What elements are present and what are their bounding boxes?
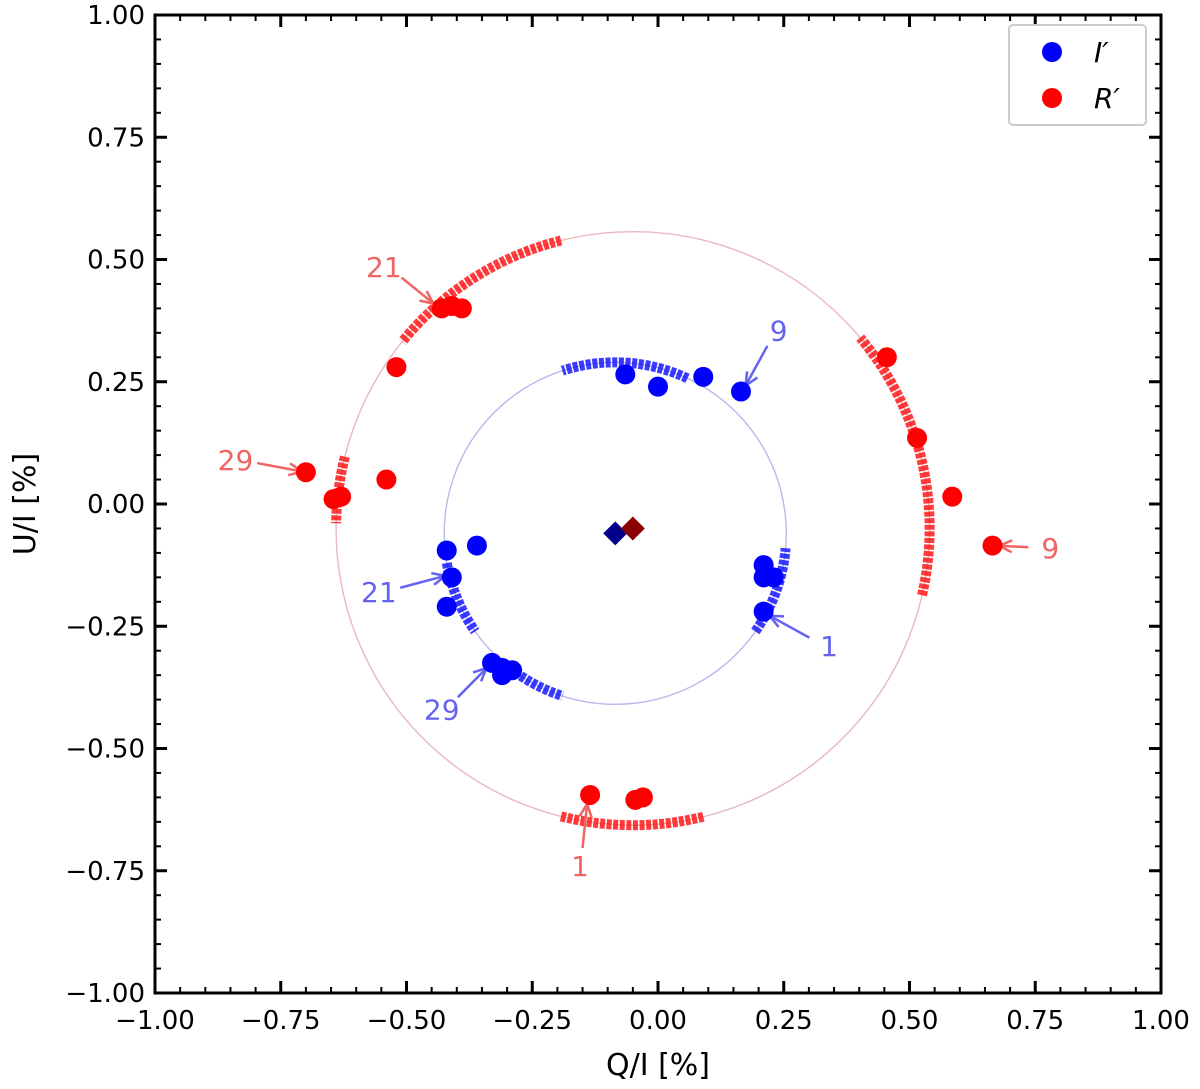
annotation-label-0: 1 (820, 630, 838, 663)
data-point-0-10 (466, 535, 487, 556)
y-tick-label: 0.00 (87, 490, 145, 520)
y-tick-label: −0.50 (65, 735, 145, 765)
y-tick-label: 0.25 (87, 368, 145, 398)
x-tick-label: 0.50 (881, 1006, 939, 1036)
legend-label-r: R′ (1094, 82, 1120, 115)
arc-segment-1-3 (559, 811, 706, 831)
annotation-label-4: 1 (571, 850, 589, 883)
arc-segment-0-1 (560, 357, 690, 383)
x-tick-label: 0.75 (1006, 1006, 1064, 1036)
data-point-0-6 (693, 366, 714, 387)
data-point-1-14 (376, 469, 397, 490)
legend-label-i: I′ (1094, 36, 1109, 69)
annotations: 1 9 21 29 1 9 21 29 (218, 251, 1060, 883)
legend: I′ R′ (1008, 24, 1147, 126)
mean-marker-1 (620, 516, 645, 541)
data-point-1-9 (451, 298, 472, 319)
x-tick-label: 0.00 (629, 1006, 687, 1036)
x-axis-label: Q/I [%] (606, 1048, 710, 1083)
x-tick-label: −0.25 (492, 1006, 572, 1036)
annotation-label-1: 9 (770, 314, 788, 347)
axes (153, 13, 1163, 995)
annotation-label-2: 21 (361, 576, 397, 609)
data-point-1-5 (942, 486, 963, 507)
data-point-0-5 (648, 376, 668, 397)
data-point-1-6 (982, 535, 1003, 556)
annotation-arrow-2 (399, 574, 446, 589)
mean-markers (603, 516, 645, 546)
y-tick-label: −0.75 (65, 857, 145, 887)
annotation-label-7: 29 (218, 444, 254, 477)
y-tick-label: 0.50 (87, 246, 145, 276)
legend-marker-i (1042, 42, 1062, 62)
annotation-arrow-0 (769, 614, 810, 639)
annotation-label-3: 29 (424, 693, 460, 726)
x-tick-label: −0.50 (367, 1006, 447, 1036)
annotation-arrow-3 (457, 667, 488, 699)
y-tick-label: −1.00 (65, 979, 145, 1009)
data-point-1-12 (331, 486, 352, 507)
data-point-0-11 (436, 596, 457, 617)
x-tick-label: 1.00 (1132, 1006, 1190, 1036)
data-point-0-3 (753, 555, 774, 576)
data-point-1-4 (907, 427, 928, 448)
annotation-arrow-5 (998, 544, 1029, 549)
annotation-arrow-4 (581, 803, 589, 849)
y-axis-label: U/I [%] (8, 453, 43, 555)
x-tick-label: −0.75 (241, 1006, 321, 1036)
data-point-1-0 (580, 784, 601, 805)
y-tick-label: 1.00 (87, 1, 145, 31)
data-point-1-2 (632, 787, 653, 808)
arc-segment-0-0 (751, 547, 791, 635)
data-point-1-13 (295, 462, 316, 483)
plot-frame (153, 13, 1163, 995)
annotation-label-5: 9 (1041, 532, 1059, 565)
y-tick-label: 0.75 (87, 123, 145, 153)
data-point-0-9 (436, 540, 457, 561)
data-point-1-3 (876, 347, 897, 368)
annotation-label-6: 21 (366, 251, 402, 284)
arc-segment-0-2 (441, 562, 480, 635)
legend-marker-r (1042, 88, 1062, 108)
data-point-0-4 (615, 364, 636, 385)
legend-frame (1008, 24, 1147, 126)
x-tick-label: −1.00 (115, 1006, 195, 1036)
mean-marker-0 (603, 521, 628, 546)
tick-marks (153, 13, 1163, 995)
data-point-1-10 (386, 357, 407, 378)
tick-labels: −1.00−1.00 −0.75 −0.75 −0.50 −0.50 −0.25 −0.25… (65, 1, 1190, 1036)
y-tick-label: −0.25 (65, 612, 145, 642)
annotation-arrow-6 (400, 276, 435, 305)
data-point-0-7 (730, 381, 751, 402)
data-point-0-8 (441, 567, 462, 588)
annotation-arrow-1 (744, 345, 769, 387)
data-point-0-0 (753, 601, 774, 622)
data-points (295, 295, 1003, 810)
annotation-arrow-7 (256, 461, 303, 473)
x-tick-label: 0.25 (755, 1006, 813, 1036)
arc-segment-1-1 (398, 235, 563, 345)
arc-segment-1-0 (856, 334, 935, 597)
data-point-0-15 (502, 660, 523, 681)
